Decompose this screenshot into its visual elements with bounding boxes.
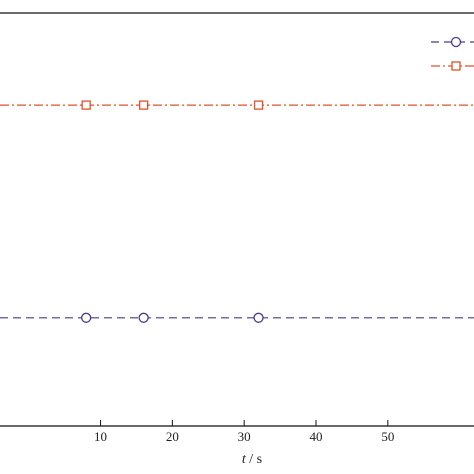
- plot-frame: [0, 12, 474, 427]
- x-tick-label: 40: [310, 429, 323, 444]
- data-point-purple: [138, 312, 149, 323]
- x-axis-label: t / s: [242, 452, 262, 467]
- x-tick-label: 10: [94, 429, 107, 444]
- data-point-orange: [81, 100, 91, 110]
- x-axis-unit: / s: [246, 452, 262, 467]
- x-tick-label: 30: [238, 429, 251, 444]
- x-axis-ticks: 10 20 30 40 50: [94, 420, 394, 444]
- x-tick-label: 20: [166, 429, 179, 444]
- data-point-orange: [138, 100, 149, 110]
- data-point-purple: [253, 312, 264, 323]
- data-point-orange: [253, 100, 264, 110]
- series-orange: [0, 100, 474, 110]
- data-point-purple: [81, 312, 92, 323]
- series-layer: [0, 100, 474, 323]
- series-purple: [0, 312, 474, 323]
- legend-entry-purple: [431, 36, 474, 48]
- legend-marker-orange: [451, 61, 461, 71]
- x-axis-variable: t: [242, 452, 247, 467]
- legend-marker-purple: [450, 36, 462, 48]
- legend-entry-orange: [431, 61, 474, 71]
- legend: [431, 36, 474, 71]
- x-tick-label: 50: [381, 429, 394, 444]
